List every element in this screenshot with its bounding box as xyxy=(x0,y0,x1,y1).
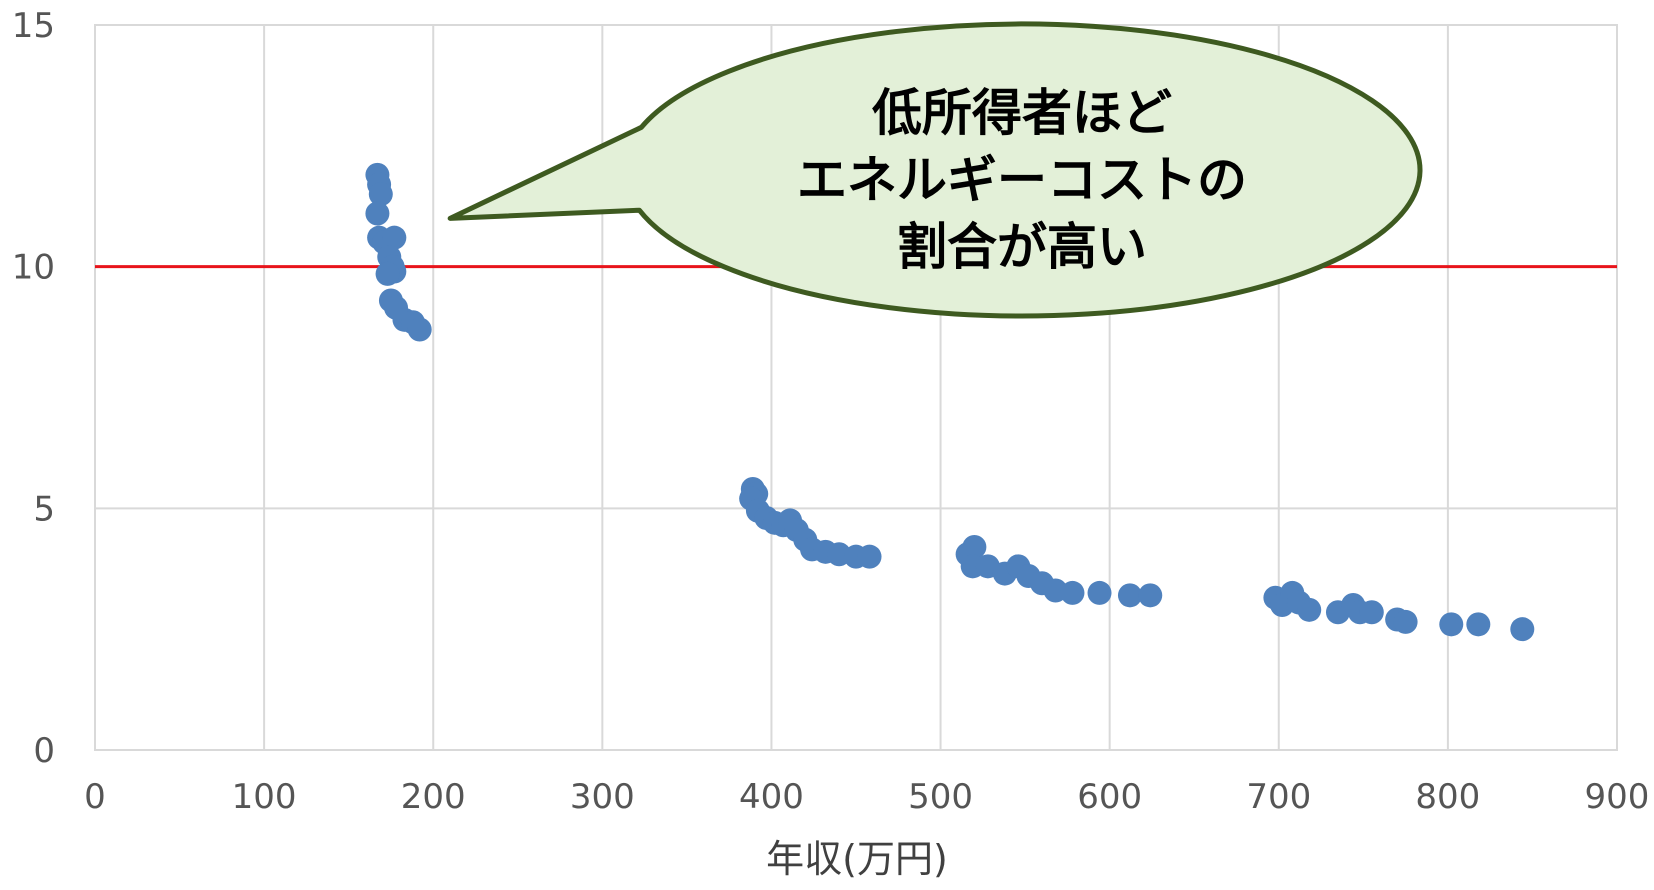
x-tick-label: 0 xyxy=(84,777,106,817)
data-point xyxy=(857,544,882,569)
data-point xyxy=(1117,583,1142,608)
y-tick-label: 15 xyxy=(12,6,55,46)
x-tick-label: 900 xyxy=(1585,777,1650,817)
data-point xyxy=(365,201,390,226)
x-tick-label: 300 xyxy=(570,777,635,817)
data-point xyxy=(962,535,987,559)
data-point xyxy=(382,225,407,250)
x-tick-label: 500 xyxy=(908,777,973,817)
data-point xyxy=(1359,600,1384,625)
data-point xyxy=(1393,609,1418,634)
data-point xyxy=(407,317,432,342)
data-point xyxy=(368,182,393,207)
data-point xyxy=(1510,617,1535,642)
x-axis-title: 年収(万円) xyxy=(766,837,948,881)
callout-text-line-3: 割合が高い xyxy=(897,218,1147,276)
data-point xyxy=(1466,612,1491,637)
x-tick-label: 600 xyxy=(1077,777,1142,817)
callout-text-line-2: エネルギーコストの xyxy=(797,151,1247,209)
x-tick-label: 200 xyxy=(401,777,466,817)
x-tick-label: 400 xyxy=(739,777,804,817)
x-tick-label: 700 xyxy=(1246,777,1311,817)
x-tick-label: 100 xyxy=(232,777,297,817)
callout: 低所得者ほど エネルギーコストの 割合が高い xyxy=(447,21,1423,319)
callout-text-line-1: 低所得者ほど xyxy=(872,84,1172,142)
data-points xyxy=(365,162,1535,642)
data-point xyxy=(1060,580,1085,605)
y-tick-label: 5 xyxy=(33,489,55,529)
data-point xyxy=(375,261,400,286)
callout-bubble xyxy=(447,21,1423,319)
data-point xyxy=(1439,612,1464,637)
y-tick-label: 10 xyxy=(12,248,55,288)
y-tick-label: 0 xyxy=(33,731,55,771)
data-point xyxy=(1297,597,1322,622)
x-tick-label: 800 xyxy=(1415,777,1480,817)
data-point xyxy=(1087,580,1112,605)
tick-labels: 0 100 200 300 400 500 600 700 800 900 0 5 10 15 xyxy=(12,6,1650,817)
data-point xyxy=(1138,583,1163,608)
